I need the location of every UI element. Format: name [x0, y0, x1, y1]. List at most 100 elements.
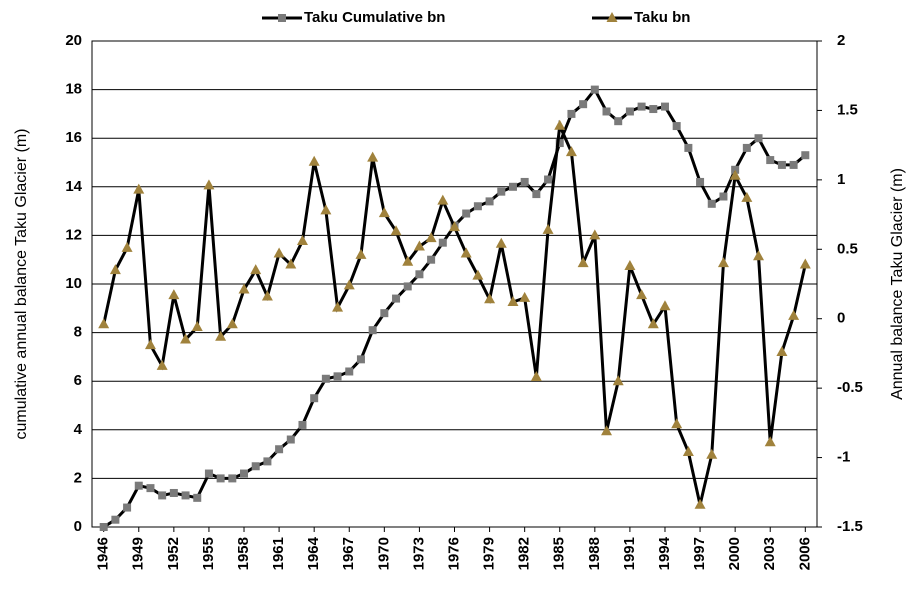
marker [672, 122, 681, 131]
marker [380, 309, 389, 318]
marker [508, 182, 517, 191]
marker [250, 264, 262, 275]
marker [332, 301, 344, 312]
marker [345, 367, 354, 376]
marker [251, 462, 260, 471]
marker [729, 169, 741, 180]
marker [180, 333, 192, 344]
y-tick-label: 20 [65, 32, 82, 49]
legend-marker [606, 12, 618, 22]
marker [238, 283, 250, 294]
marker [485, 197, 494, 206]
marker [169, 488, 178, 497]
marker [355, 248, 367, 259]
marker [203, 179, 215, 190]
marker [415, 270, 424, 279]
y2-tick-label: 2 [837, 32, 845, 49]
marker [298, 420, 307, 429]
marker [777, 160, 786, 169]
x-tick-label: 1997 [691, 537, 708, 570]
x-tick-label: 1955 [200, 537, 217, 570]
marker [216, 474, 225, 483]
marker [109, 264, 121, 275]
plot-frame [91, 40, 818, 528]
x-tick-label: 1967 [340, 537, 357, 570]
marker [707, 199, 716, 208]
marker [403, 282, 412, 291]
marker [649, 105, 658, 114]
marker [191, 321, 203, 332]
marker [356, 355, 365, 364]
marker [637, 102, 646, 111]
marker [766, 156, 775, 165]
legend-label: Taku Cumulative bn [304, 9, 445, 26]
marker [460, 247, 472, 258]
y2-tick-label: -1 [837, 449, 850, 466]
x-tick-label: 1976 [445, 537, 462, 570]
x-tick-label: 1994 [656, 536, 673, 570]
marker [99, 523, 108, 531]
marker [625, 107, 634, 116]
marker [133, 183, 145, 194]
marker [614, 117, 623, 126]
marker [427, 255, 436, 264]
marker [567, 109, 576, 118]
marker [542, 223, 554, 234]
y-tick-label: 18 [65, 81, 82, 98]
marker [473, 202, 482, 211]
marker [449, 221, 460, 232]
marker [660, 102, 669, 111]
marker [158, 491, 167, 500]
marker [193, 493, 202, 502]
marker [579, 100, 588, 109]
marker [472, 269, 484, 280]
marker [273, 247, 285, 258]
marker [368, 326, 377, 335]
marker [636, 289, 648, 300]
y2-tick-label: 1.5 [837, 101, 858, 118]
marker [321, 374, 330, 383]
marker [589, 229, 601, 240]
marker [694, 498, 706, 509]
marker [696, 177, 705, 186]
y-tick-label: 2 [74, 469, 82, 486]
marker [275, 445, 284, 454]
y-tick-label: 6 [74, 372, 82, 389]
y-tick-label: 8 [74, 324, 82, 341]
marker [111, 515, 120, 524]
x-tick-label: 1964 [305, 536, 322, 570]
y-axis-title: cumulative annual balance Taku Glacier (… [13, 129, 30, 440]
series-line [102, 86, 807, 529]
marker [602, 107, 611, 116]
marker [764, 436, 776, 447]
marker [333, 372, 342, 381]
marker [801, 151, 810, 160]
marker [519, 291, 531, 302]
marker [706, 448, 718, 459]
marker [788, 309, 800, 320]
marker [565, 146, 577, 157]
y2-tick-label: -0.5 [837, 379, 863, 396]
x-tick-label: 2000 [726, 537, 743, 570]
marker [719, 192, 728, 201]
marker [590, 85, 599, 94]
marker [308, 155, 320, 166]
x-tick-label: 1958 [235, 537, 252, 570]
marker [228, 474, 237, 483]
y-tick-label: 16 [65, 129, 82, 146]
marker [530, 371, 542, 382]
y-tick-label: 0 [74, 518, 82, 535]
marker [520, 177, 529, 186]
y2-tick-label: 0 [837, 310, 845, 327]
marker [484, 293, 496, 304]
marker [495, 237, 507, 248]
marker [497, 187, 506, 196]
marker [577, 257, 589, 268]
marker [240, 469, 249, 478]
y-tick-label: 10 [65, 275, 82, 292]
x-tick-label: 1949 [130, 537, 147, 570]
marker [134, 481, 143, 490]
y-tick-label: 12 [65, 226, 82, 243]
